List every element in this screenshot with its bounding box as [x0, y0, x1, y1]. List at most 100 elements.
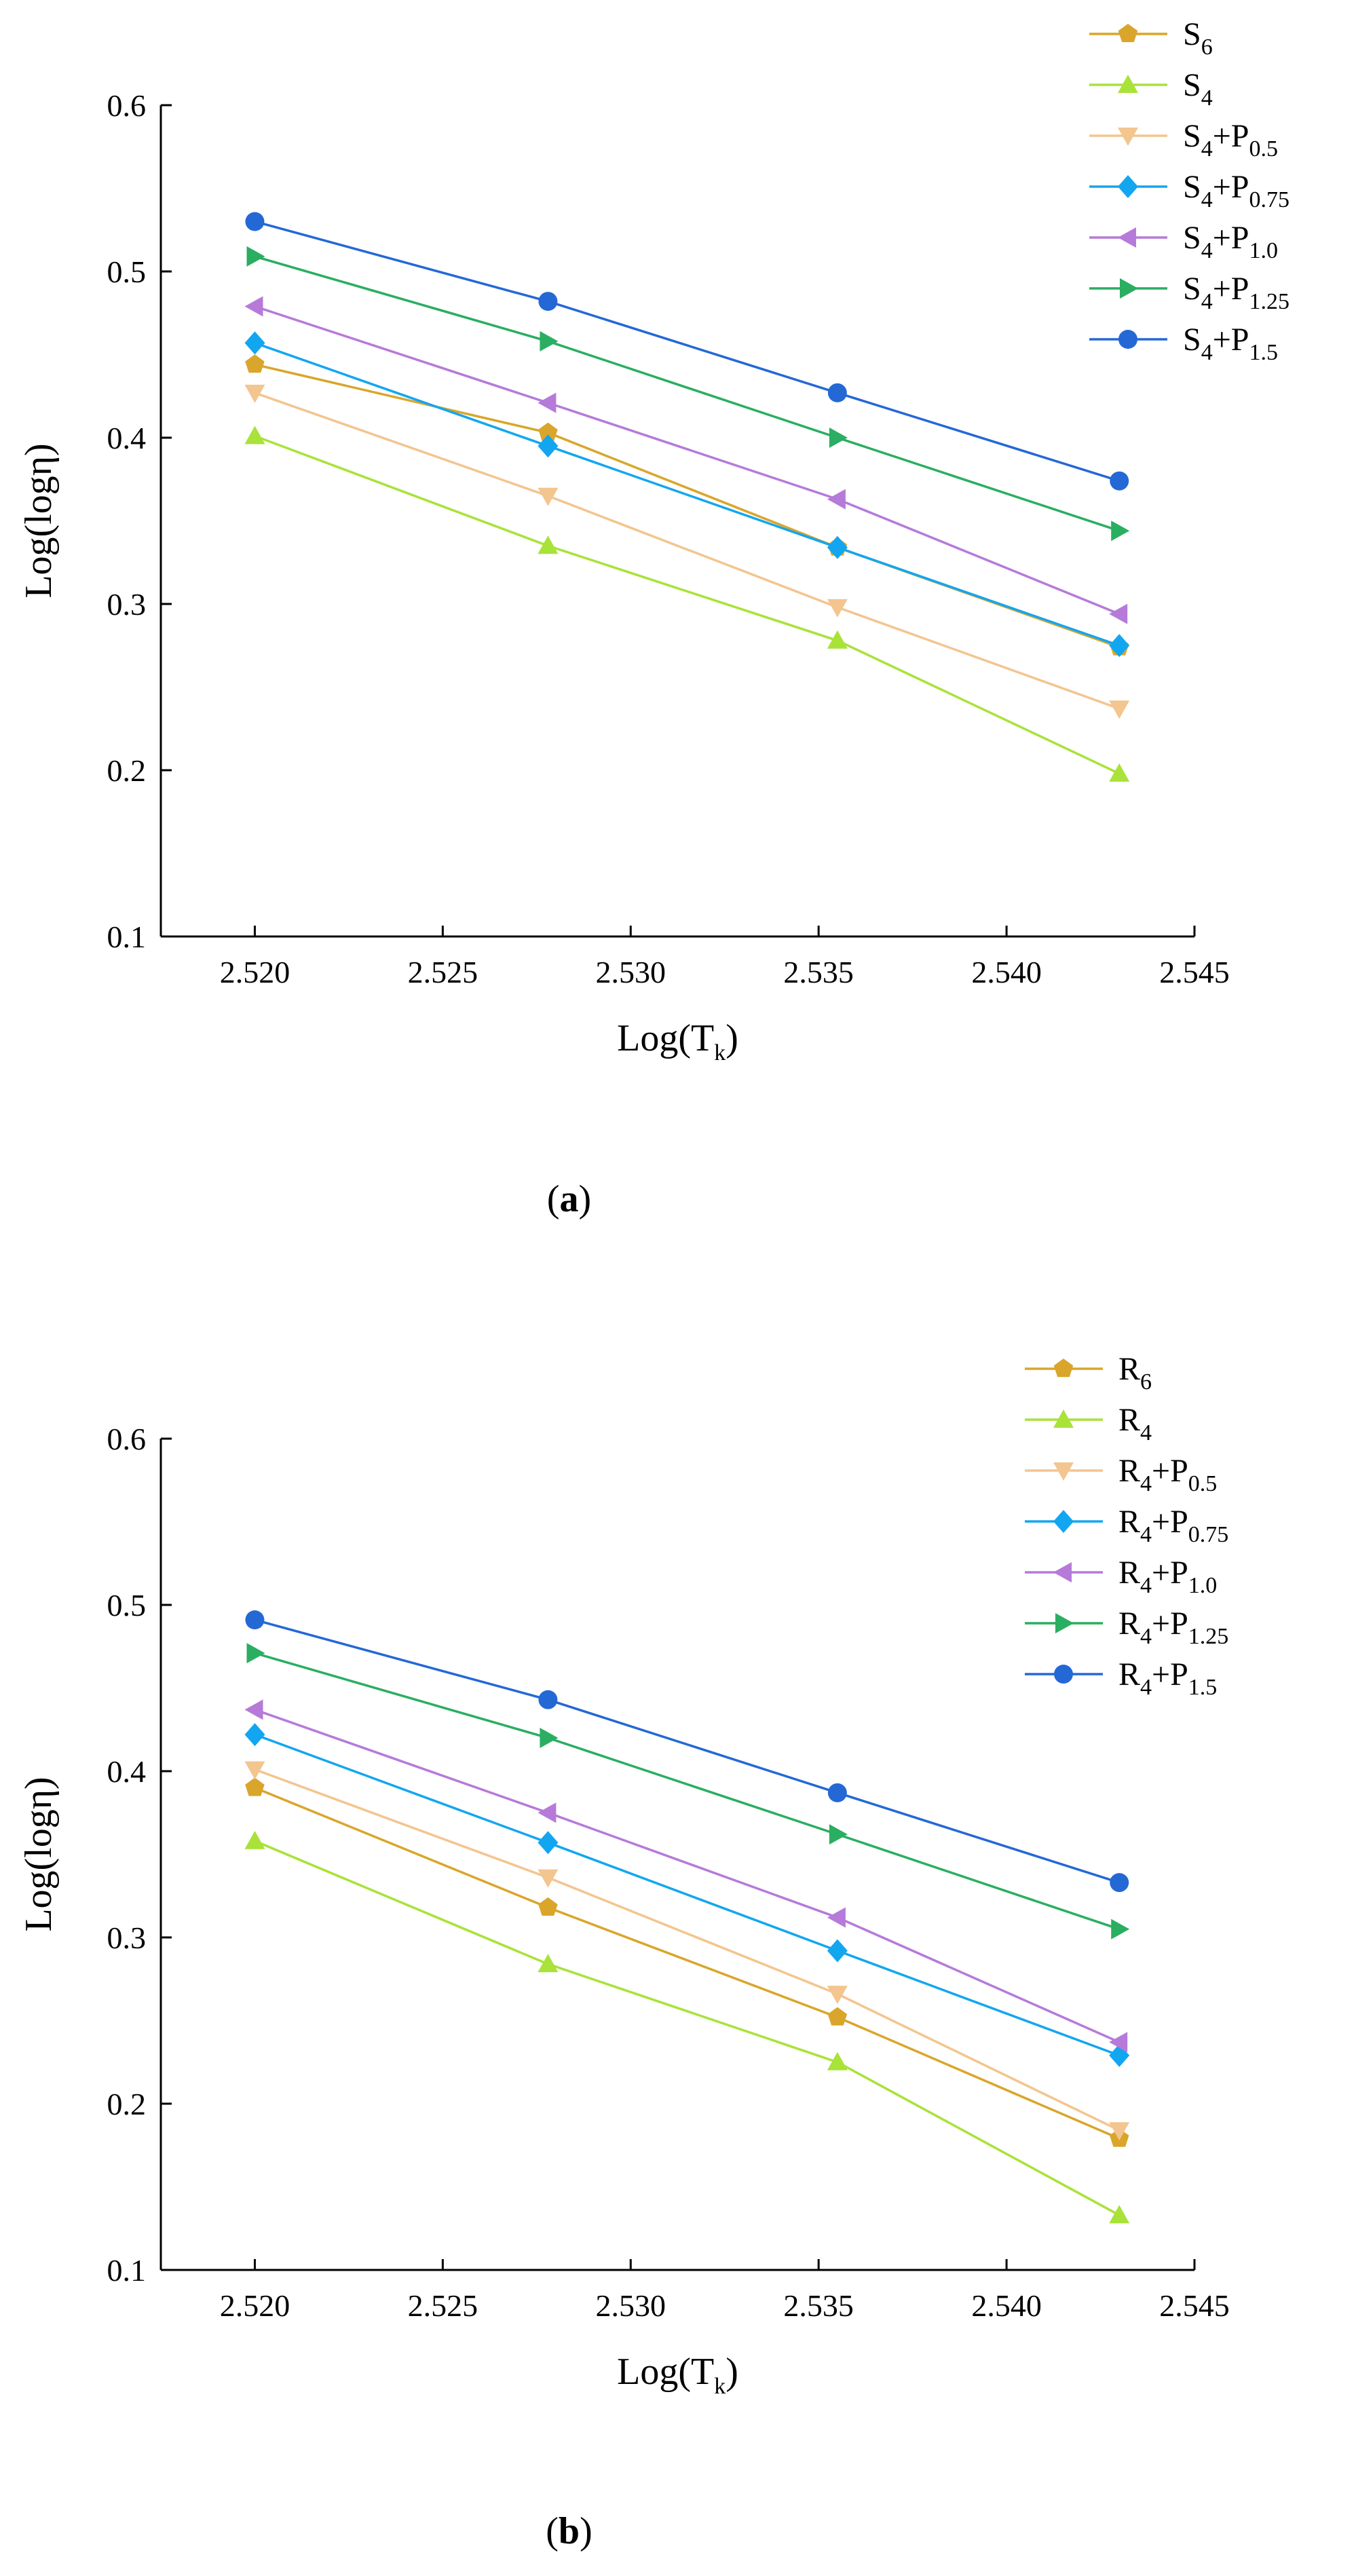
series-line: [254, 305, 1120, 615]
data-point: [827, 383, 847, 402]
legend-item: S4+P1.5: [1089, 322, 1278, 365]
legend-label: R4+P1.0: [1118, 1555, 1217, 1598]
series-S4: [244, 425, 1130, 782]
legend-marker: [1053, 1562, 1072, 1583]
x-tick-label: 2.530: [596, 955, 666, 989]
y-axis-title: Log(logη): [18, 1777, 60, 1931]
legend-marker: [1053, 1462, 1074, 1481]
legend-label: S4+P1.25: [1183, 271, 1289, 314]
legend-item: R4+P1.25: [1025, 1606, 1228, 1649]
data-point: [1109, 634, 1130, 658]
y-tick-label: 0.5: [107, 254, 147, 289]
legend-label: R4+P0.5: [1118, 1453, 1217, 1496]
legend-item: R4: [1025, 1402, 1152, 1445]
data-point: [244, 1830, 265, 1849]
x-tick-label: 2.525: [408, 955, 478, 989]
y-axis-title: Log(logη): [18, 443, 60, 598]
legend-marker: [1118, 128, 1138, 146]
legend-item: R4+P0.5: [1025, 1453, 1217, 1496]
legend-marker: [1053, 1510, 1074, 1533]
panel-label: (b): [546, 2510, 592, 2552]
x-tick-label: 2.545: [1159, 955, 1230, 989]
data-point: [829, 428, 848, 448]
data-point: [538, 434, 559, 458]
panel-label: (a): [547, 1178, 591, 1220]
legend-marker: [1120, 278, 1138, 299]
data-point: [827, 1986, 848, 2005]
series-S4+P1.0: [244, 296, 1128, 624]
y-tick-label: 0.1: [107, 2253, 147, 2288]
data-point: [827, 2051, 848, 2070]
data-point: [245, 354, 265, 373]
data-point: [538, 535, 559, 554]
x-tick-label: 2.530: [596, 2288, 666, 2323]
data-point: [244, 1723, 265, 1747]
legend-item: R4+P1.0: [1025, 1555, 1217, 1598]
legend-label: R4+P0.75: [1118, 1504, 1228, 1547]
data-point: [244, 384, 265, 403]
data-point: [244, 296, 263, 317]
series-R4+P1.25: [246, 1643, 1130, 1939]
y-tick-label: 0.6: [107, 1422, 147, 1456]
legend-item: S4+P1.0: [1089, 220, 1278, 263]
x-tick-label: 2.545: [1159, 2288, 1230, 2323]
data-point: [827, 1907, 846, 1928]
y-tick-label: 0.2: [107, 753, 147, 788]
x-tick-label: 2.540: [971, 955, 1042, 989]
legend-marker: [1118, 24, 1138, 43]
legend-marker: [1118, 227, 1136, 248]
y-tick-label: 0.3: [107, 587, 147, 622]
data-point: [540, 330, 559, 352]
x-tick-label: 2.535: [783, 2288, 854, 2323]
legend-label: S6: [1183, 16, 1213, 60]
legend-marker: [1118, 75, 1138, 93]
legend-marker: [1053, 1409, 1074, 1428]
series-line: [254, 1840, 1120, 2216]
legend-marker: [1118, 330, 1137, 349]
legend-marker: [1055, 1613, 1074, 1633]
data-point: [244, 425, 265, 444]
legend-label: S4+P1.5: [1183, 322, 1278, 365]
legend-label: S4+P1.0: [1183, 220, 1278, 263]
series-line: [254, 434, 1120, 775]
series-line: [255, 255, 1120, 532]
series-S4+P1.25: [246, 246, 1130, 542]
chart-panel-a: 0.1 0.2 0.3 0.4 0.5 0.6 2.520 2.525 2.530 2.535 2.…: [18, 16, 1289, 1220]
x-tick-label: 2.535: [783, 955, 854, 989]
data-point: [244, 1699, 263, 1720]
data-point: [1109, 2205, 1130, 2224]
data-point: [827, 1939, 848, 1963]
legend-label: R4+P1.25: [1118, 1606, 1228, 1649]
y-tick-label: 0.5: [107, 1588, 147, 1623]
series-line: [255, 1652, 1120, 1931]
legend-item: R4+P1.5: [1025, 1656, 1217, 1700]
x-axis-title: Log(Tk): [617, 1017, 738, 1065]
data-point: [827, 489, 846, 510]
legend-item: S4+P0.75: [1089, 169, 1289, 212]
x-tick-label: 2.520: [220, 955, 290, 989]
legend-label: R4: [1118, 1402, 1152, 1445]
series-line: [254, 341, 1120, 647]
data-point: [246, 246, 265, 267]
legend-label: S4: [1183, 67, 1213, 111]
chart-panel-b: 0.1 0.2 0.3 0.4 0.5 0.6 2.520 2.525 2.530 2.535 2.…: [18, 1351, 1230, 2552]
series-R4+P0.5: [244, 1761, 1130, 2141]
y-tick-label: 0.1: [107, 920, 147, 954]
y-tick-label: 0.6: [107, 88, 147, 123]
data-point: [829, 1824, 848, 1845]
legend-item: S4+P1.25: [1089, 271, 1289, 314]
data-point: [538, 392, 557, 413]
y-tick-label: 0.3: [107, 1920, 147, 1955]
data-point: [1110, 471, 1129, 491]
data-point: [538, 487, 559, 506]
data-point: [538, 1802, 557, 1823]
data-point: [1109, 2032, 1128, 2053]
data-point: [245, 1777, 265, 1796]
y-tick-label: 0.4: [107, 1754, 147, 1789]
data-point: [244, 331, 265, 355]
series-line: [255, 363, 1120, 649]
data-point: [538, 1690, 558, 1709]
series-line: [254, 1733, 1120, 2057]
x-axis-title: Log(Tk): [617, 2351, 738, 2399]
